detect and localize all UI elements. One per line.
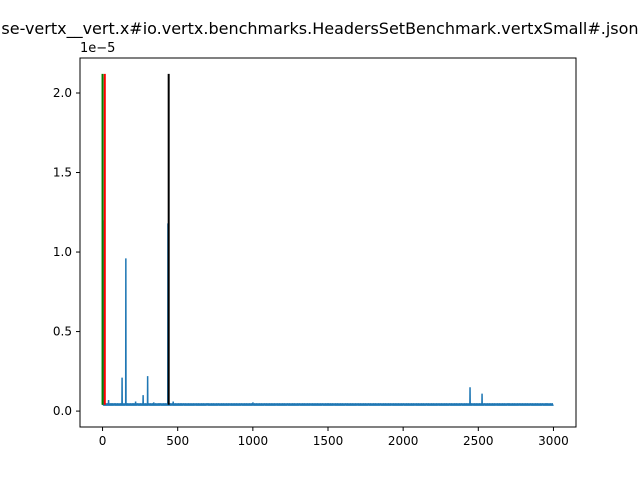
x-tick-label: 2000	[388, 434, 419, 448]
y-offset-label: 1e−5	[80, 41, 115, 56]
x-tick-label: 3000	[538, 434, 569, 448]
y-tick-label: 1.5	[53, 166, 72, 180]
series-line-0	[101, 77, 554, 406]
x-tick-label: 0	[99, 434, 107, 448]
y-tick-label: 0.5	[53, 325, 72, 339]
y-tick-label: 0.0	[53, 404, 72, 418]
x-tick-label: 2500	[463, 434, 494, 448]
y-tick-label: 1.0	[53, 245, 72, 259]
chart-title: se-vertx__vert.x#io.vertx.benchmarks.Hea…	[1, 19, 638, 39]
y-axis: 0.0 0.5 1.0 1.5 2.0	[53, 86, 80, 418]
x-tick-label: 1500	[313, 434, 344, 448]
y-tick-label: 2.0	[53, 86, 72, 100]
x-tick-label: 500	[166, 434, 189, 448]
x-tick-label: 1000	[238, 434, 269, 448]
plot-area	[101, 73, 554, 406]
x-axis: 0 500 1000 1500 2000 2500 3000	[99, 427, 569, 448]
